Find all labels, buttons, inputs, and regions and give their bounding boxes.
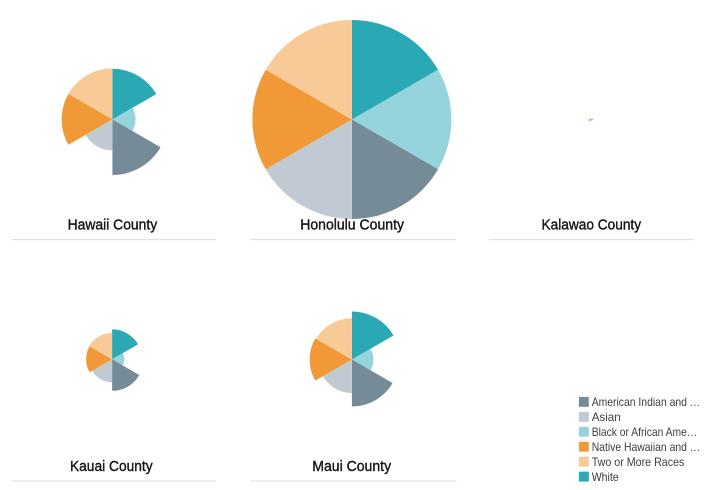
svg-text:Kauai County: Kauai County [70,458,153,475]
svg-text:Two or More Races: Two or More Races [592,455,685,469]
svg-text:Black or African Ame…: Black or African Ame… [592,425,698,439]
svg-text:Kalawao County: Kalawao County [542,217,642,234]
svg-text:Asian: Asian [592,410,621,424]
svg-text:Hawaii County: Hawaii County [68,217,158,234]
svg-text:Honolulu County: Honolulu County [300,217,404,234]
svg-text:Native Hawaiian and …: Native Hawaiian and … [592,440,701,454]
svg-text:White: White [592,470,619,484]
svg-text:American Indian and …: American Indian and … [592,395,701,409]
svg-text:Maui County: Maui County [312,458,391,475]
